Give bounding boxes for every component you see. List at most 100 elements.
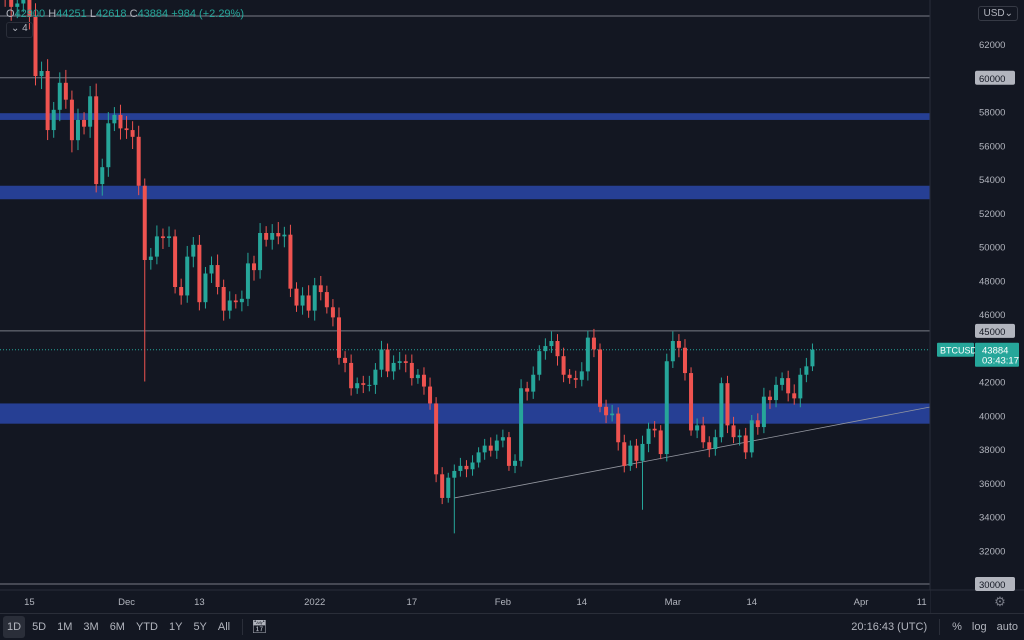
candle-body [239, 298, 244, 303]
candle-body [69, 99, 74, 141]
candle-body [792, 393, 797, 399]
candle-body [804, 366, 809, 375]
candle-body [173, 236, 178, 287]
candle-body [336, 317, 341, 358]
candle-body [282, 234, 287, 237]
candle-body [774, 384, 779, 401]
candle-body [604, 406, 609, 416]
indicators-collapse-button[interactable]: ⌄ 4 [6, 22, 33, 38]
last-price-tag [975, 342, 1019, 367]
time-axis [0, 590, 930, 613]
candle-body [695, 425, 700, 431]
clock-time: 20:16:43 (UTC) [851, 621, 928, 633]
candle-body [185, 256, 190, 296]
candle-body [397, 361, 402, 363]
percent-toggle[interactable]: % [952, 621, 962, 633]
candle-body [112, 114, 117, 124]
candle-body [221, 287, 226, 311]
candle-body [300, 295, 305, 306]
candle-body [324, 292, 329, 308]
candle-body [379, 349, 384, 370]
candle-body [245, 263, 250, 299]
candle-body [312, 285, 317, 311]
support-resistance-zone [0, 403, 980, 424]
candle-body [343, 357, 348, 363]
candle-body [154, 236, 159, 257]
candle-body [519, 388, 524, 461]
trendline [454, 404, 940, 499]
settings-gear-icon[interactable]: ⚙ [994, 594, 1006, 609]
candle-body [525, 388, 530, 392]
ohlc-legend: O42900 H44251 L42618 C43884 +984 (+2.29%… [6, 8, 244, 20]
timeframe-5y[interactable]: 5Y [193, 621, 207, 633]
candle-body [39, 71, 44, 77]
timeframe-1d[interactable]: 1D [3, 616, 26, 638]
candle-body [142, 185, 147, 260]
y-tick-label: 38000 [979, 445, 1005, 456]
date-range-icon[interactable]: 📅︎ [251, 619, 268, 634]
y-tick-label: 40000 [979, 411, 1005, 422]
timeframe-5d[interactable]: 5D [32, 621, 47, 633]
y-tick-label: 36000 [979, 479, 1005, 490]
candle-body [106, 123, 111, 168]
candle-body [124, 128, 129, 131]
y-tick-label: 58000 [979, 108, 1005, 119]
x-tick-label: Mar [665, 597, 681, 608]
timeframe-all[interactable]: All [217, 621, 231, 633]
candle-body [616, 413, 621, 443]
timeframe-6m[interactable]: 6M [109, 621, 125, 633]
y-tick-label: 34000 [979, 513, 1005, 524]
currency-select[interactable]: USD⌄ [978, 6, 1018, 21]
level-label: 45000 [979, 327, 1005, 338]
candle-body [33, 17, 38, 77]
y-tick-label: 56000 [979, 141, 1005, 152]
candle-body [403, 361, 408, 363]
candle-body [45, 71, 50, 131]
timeframe-3m[interactable]: 3M [83, 621, 99, 633]
candle-body [622, 442, 627, 466]
y-tick-label: 52000 [979, 209, 1005, 220]
candle-body [118, 114, 123, 129]
level-label-box [975, 577, 1015, 591]
candle-body [391, 362, 396, 372]
candle-body [446, 477, 451, 498]
candle-body [610, 413, 615, 416]
y-tick-label: 42000 [979, 378, 1005, 389]
bottom-toolbar: 1D 5D 1M 3M 6M YTD 1Y 5Y All 📅︎ 20:16:43 (UTC) %… [0, 613, 1024, 640]
x-tick-label: 14 [746, 597, 757, 608]
candle-body [591, 337, 596, 350]
candle-body [130, 130, 135, 137]
candle-body [786, 378, 791, 394]
candle-body [652, 428, 657, 431]
candle-body [294, 288, 299, 306]
candle-body [640, 443, 645, 461]
y-tick-label: 50000 [979, 243, 1005, 254]
candle-body [658, 430, 663, 455]
timeframe-1y[interactable]: 1Y [168, 621, 183, 633]
candle-body [506, 437, 511, 466]
candle-body [731, 425, 736, 438]
candle-body [203, 273, 208, 303]
candle-body [531, 374, 536, 392]
candle-body [330, 307, 335, 318]
timeframe-1m[interactable]: 1M [57, 621, 73, 633]
price-axis [930, 0, 1024, 590]
candle-body [743, 435, 748, 453]
candle-body [500, 437, 505, 441]
candle-body [646, 428, 651, 444]
candle-body [725, 383, 730, 426]
candle-body [670, 341, 675, 362]
x-tick-label: 11 [917, 597, 927, 608]
auto-toggle[interactable]: auto [996, 621, 1018, 633]
timeframe-ytd[interactable]: YTD [135, 621, 158, 633]
candle-body [798, 374, 803, 399]
candle-body [598, 349, 602, 407]
candle-body [367, 384, 372, 386]
candle-body [27, 0, 32, 17]
y-tick-label: 62000 [979, 40, 1005, 51]
candle-body [361, 383, 366, 385]
candle-body [82, 119, 87, 127]
log-toggle[interactable]: log [971, 621, 987, 633]
y-tick-label: 46000 [979, 310, 1005, 321]
